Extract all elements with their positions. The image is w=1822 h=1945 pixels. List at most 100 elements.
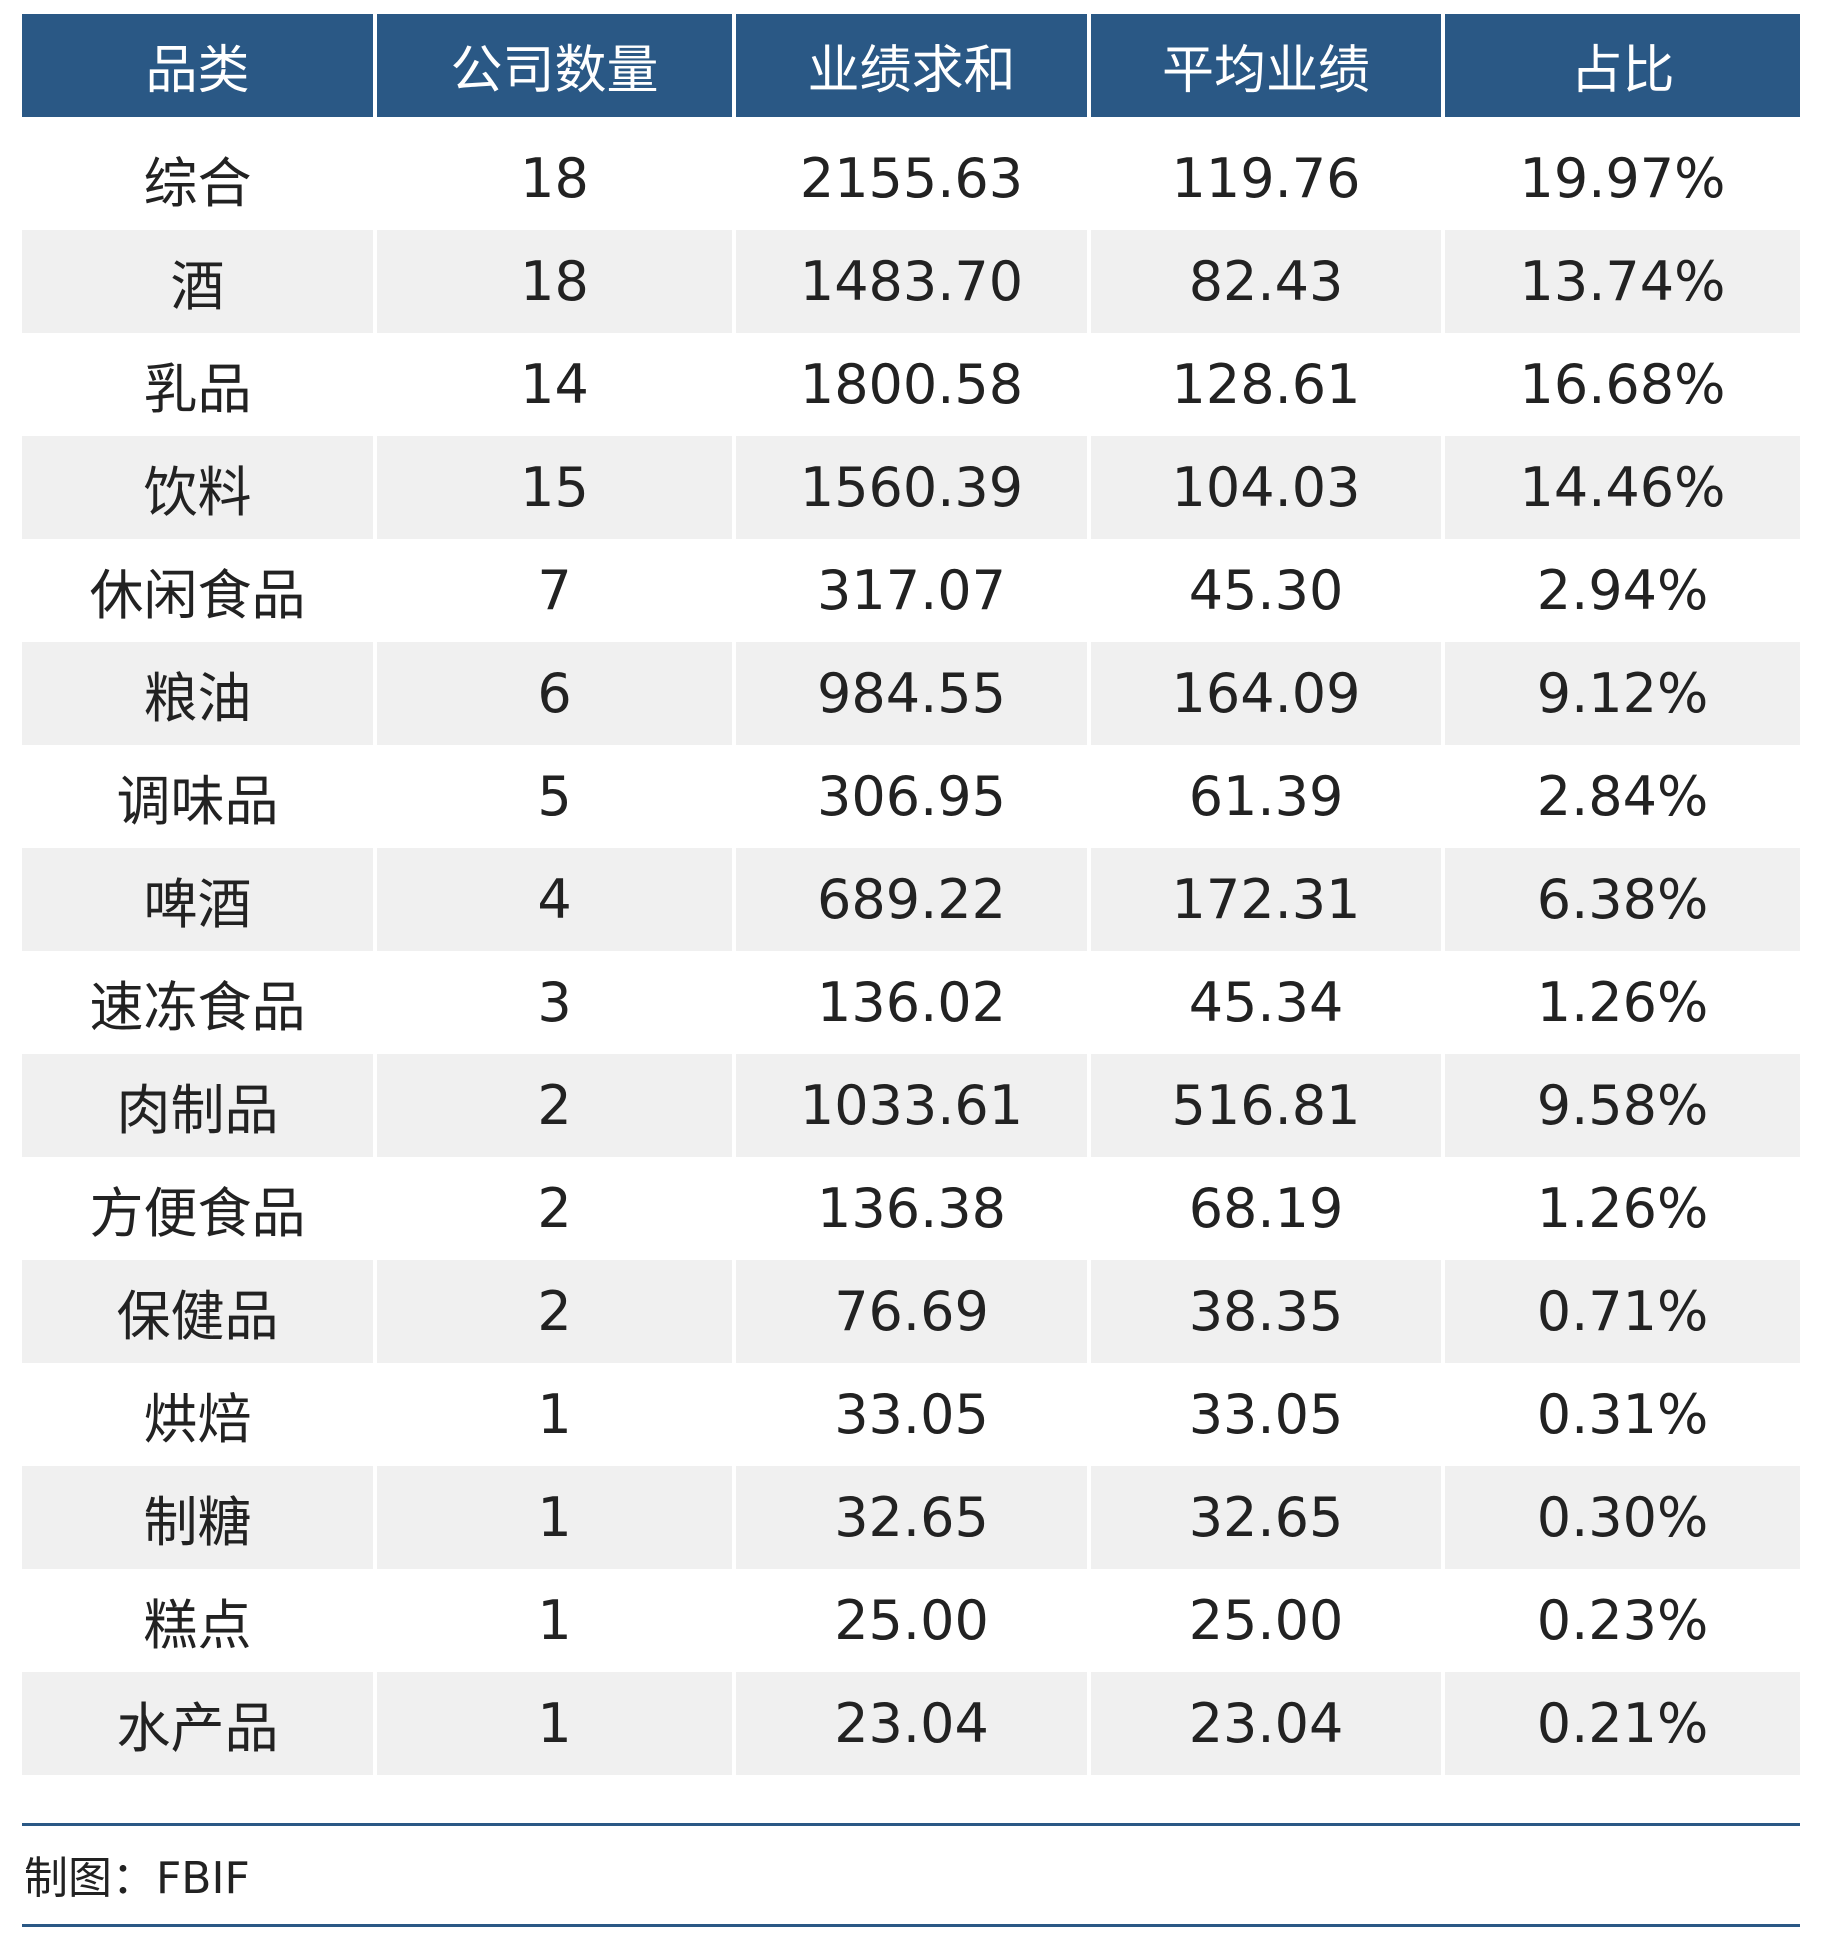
table-cell-avg-revenue: 119.76 xyxy=(1091,127,1441,230)
table-row: 方便食品 2 136.38 68.19 1.26% xyxy=(22,1157,1800,1260)
header-cell-share: 占比 xyxy=(1445,14,1800,117)
table-cell-revenue-sum: 136.02 xyxy=(736,951,1087,1054)
table-cell-category: 水产品 xyxy=(22,1672,373,1775)
table-cell-company-count: 14 xyxy=(377,333,732,436)
table-cell-avg-revenue: 68.19 xyxy=(1091,1157,1441,1260)
table-cell-share: 9.58% xyxy=(1445,1054,1800,1157)
table-cell-revenue-sum: 2155.63 xyxy=(736,127,1087,230)
header-cell-company-count: 公司数量 xyxy=(377,14,732,117)
table-row: 乳品 14 1800.58 128.61 16.68% xyxy=(22,333,1800,436)
table-cell-company-count: 18 xyxy=(377,127,732,230)
table-cell-company-count: 3 xyxy=(377,951,732,1054)
table-row: 水产品 1 23.04 23.04 0.21% xyxy=(22,1672,1800,1775)
table-row: 制糖 1 32.65 32.65 0.30% xyxy=(22,1466,1800,1569)
table-cell-share: 19.97% xyxy=(1445,127,1800,230)
table-cell-revenue-sum: 33.05 xyxy=(736,1363,1087,1466)
table-body: 综合 18 2155.63 119.76 19.97% 酒 18 1483.70 82.43 13… xyxy=(22,127,1800,1775)
table-cell-category: 啤酒 xyxy=(22,848,373,951)
table-cell-category: 饮料 xyxy=(22,436,373,539)
table-row: 烘焙 1 33.05 33.05 0.31% xyxy=(22,1363,1800,1466)
table-cell-category: 保健品 xyxy=(22,1260,373,1363)
data-table: 品类 公司数量 业绩求和 平均业绩 占比 综合 18 2155.63 119.76 19.97%… xyxy=(22,14,1800,1775)
table-cell-share: 0.21% xyxy=(1445,1672,1800,1775)
table-header-row: 品类 公司数量 业绩求和 平均业绩 占比 xyxy=(22,14,1800,117)
table-cell-share: 0.31% xyxy=(1445,1363,1800,1466)
table-cell-revenue-sum: 136.38 xyxy=(736,1157,1087,1260)
table-cell-share: 6.38% xyxy=(1445,848,1800,951)
table-cell-revenue-sum: 689.22 xyxy=(736,848,1087,951)
table-cell-category: 酒 xyxy=(22,230,373,333)
table-cell-avg-revenue: 104.03 xyxy=(1091,436,1441,539)
table-cell-avg-revenue: 61.39 xyxy=(1091,745,1441,848)
table-cell-avg-revenue: 172.31 xyxy=(1091,848,1441,951)
table-cell-category: 休闲食品 xyxy=(22,539,373,642)
table-cell-company-count: 1 xyxy=(377,1672,732,1775)
table-cell-category: 粮油 xyxy=(22,642,373,745)
table-cell-category: 制糖 xyxy=(22,1466,373,1569)
table-cell-revenue-sum: 25.00 xyxy=(736,1569,1087,1672)
table-cell-avg-revenue: 82.43 xyxy=(1091,230,1441,333)
table-cell-share: 13.74% xyxy=(1445,230,1800,333)
table-row: 糕点 1 25.00 25.00 0.23% xyxy=(22,1569,1800,1672)
table-cell-share: 0.30% xyxy=(1445,1466,1800,1569)
table-row: 调味品 5 306.95 61.39 2.84% xyxy=(22,745,1800,848)
table-cell-share: 0.23% xyxy=(1445,1569,1800,1672)
table-cell-share: 14.46% xyxy=(1445,436,1800,539)
table-cell-revenue-sum: 984.55 xyxy=(736,642,1087,745)
table-cell-revenue-sum: 23.04 xyxy=(736,1672,1087,1775)
table-cell-avg-revenue: 164.09 xyxy=(1091,642,1441,745)
table-cell-category: 调味品 xyxy=(22,745,373,848)
table-cell-avg-revenue: 45.34 xyxy=(1091,951,1441,1054)
table-cell-avg-revenue: 25.00 xyxy=(1091,1569,1441,1672)
table-cell-company-count: 2 xyxy=(377,1157,732,1260)
table-row: 休闲食品 7 317.07 45.30 2.94% xyxy=(22,539,1800,642)
table-cell-company-count: 15 xyxy=(377,436,732,539)
table-cell-category: 肉制品 xyxy=(22,1054,373,1157)
table-cell-avg-revenue: 516.81 xyxy=(1091,1054,1441,1157)
header-cell-revenue-sum: 业绩求和 xyxy=(736,14,1087,117)
source-note: 制图：FBIF xyxy=(24,1853,250,1904)
table-cell-revenue-sum: 1033.61 xyxy=(736,1054,1087,1157)
table-cell-company-count: 18 xyxy=(377,230,732,333)
table-cell-category: 综合 xyxy=(22,127,373,230)
table-cell-revenue-sum: 306.95 xyxy=(736,745,1087,848)
table-cell-avg-revenue: 33.05 xyxy=(1091,1363,1441,1466)
table-cell-category: 烘焙 xyxy=(22,1363,373,1466)
table-cell-revenue-sum: 32.65 xyxy=(736,1466,1087,1569)
table-cell-company-count: 6 xyxy=(377,642,732,745)
table-cell-share: 1.26% xyxy=(1445,951,1800,1054)
table-cell-revenue-sum: 1560.39 xyxy=(736,436,1087,539)
table-cell-revenue-sum: 1483.70 xyxy=(736,230,1087,333)
table-cell-company-count: 2 xyxy=(377,1260,732,1363)
footer-divider-top xyxy=(22,1823,1800,1826)
table-cell-avg-revenue: 45.30 xyxy=(1091,539,1441,642)
table-cell-category: 糕点 xyxy=(22,1569,373,1672)
table-row: 酒 18 1483.70 82.43 13.74% xyxy=(22,230,1800,333)
table-cell-category: 方便食品 xyxy=(22,1157,373,1260)
table-cell-company-count: 1 xyxy=(377,1466,732,1569)
table-row: 综合 18 2155.63 119.76 19.97% xyxy=(22,127,1800,230)
table-cell-avg-revenue: 32.65 xyxy=(1091,1466,1441,1569)
table-cell-company-count: 1 xyxy=(377,1363,732,1466)
table-cell-company-count: 7 xyxy=(377,539,732,642)
table-cell-revenue-sum: 317.07 xyxy=(736,539,1087,642)
table-row: 啤酒 4 689.22 172.31 6.38% xyxy=(22,848,1800,951)
table-cell-share: 0.71% xyxy=(1445,1260,1800,1363)
table-cell-avg-revenue: 38.35 xyxy=(1091,1260,1441,1363)
table-cell-company-count: 2 xyxy=(377,1054,732,1157)
table-cell-share: 9.12% xyxy=(1445,642,1800,745)
table-row: 肉制品 2 1033.61 516.81 9.58% xyxy=(22,1054,1800,1157)
table-cell-share: 2.84% xyxy=(1445,745,1800,848)
header-cell-category: 品类 xyxy=(22,14,373,117)
table-cell-share: 2.94% xyxy=(1445,539,1800,642)
table-cell-share: 1.26% xyxy=(1445,1157,1800,1260)
table-row: 粮油 6 984.55 164.09 9.12% xyxy=(22,642,1800,745)
table-cell-revenue-sum: 1800.58 xyxy=(736,333,1087,436)
table-cell-avg-revenue: 23.04 xyxy=(1091,1672,1441,1775)
table-row: 饮料 15 1560.39 104.03 14.46% xyxy=(22,436,1800,539)
footer-divider-bottom xyxy=(22,1924,1800,1927)
header-cell-avg-revenue: 平均业绩 xyxy=(1091,14,1441,117)
table-cell-category: 乳品 xyxy=(22,333,373,436)
table-cell-share: 16.68% xyxy=(1445,333,1800,436)
table-cell-revenue-sum: 76.69 xyxy=(736,1260,1087,1363)
